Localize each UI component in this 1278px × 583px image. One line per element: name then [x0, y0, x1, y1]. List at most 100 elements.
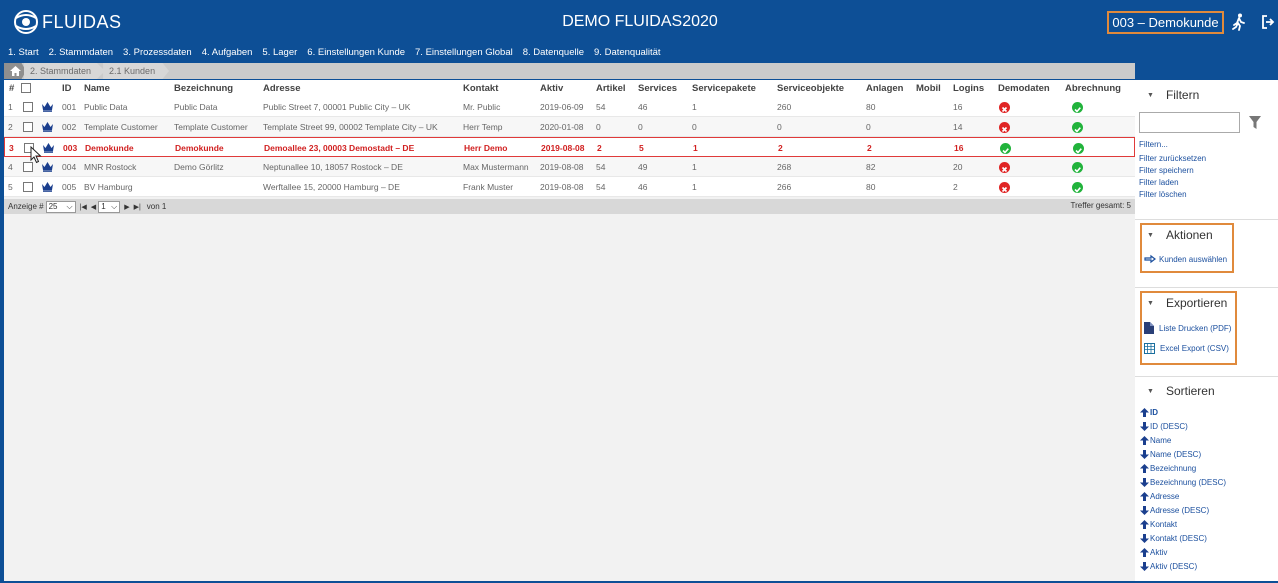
row-checkbox[interactable]: [23, 162, 33, 172]
col-header-serviceobjekte[interactable]: Serviceobjekte: [777, 83, 845, 94]
cell-sp: 0: [692, 122, 697, 132]
chevron-down-icon: ⌵: [111, 201, 118, 211]
col-header-kontakt[interactable]: Kontakt: [463, 83, 499, 94]
sort-panel-toggle[interactable]: ▼ Sortieren: [1147, 384, 1215, 398]
filter-save-link[interactable]: Filter speichern: [1139, 166, 1194, 175]
page-size-select[interactable]: 25 ⌵: [45, 200, 76, 213]
cell-name: BV Hamburg: [84, 182, 133, 192]
col-header-anlagen[interactable]: Anlagen: [866, 83, 904, 94]
col-header-services[interactable]: Services: [638, 83, 678, 94]
select-all-checkbox[interactable]: [21, 83, 31, 93]
cell-adr: Template Street 99, 00002 Template City …: [263, 122, 438, 132]
col-header-abrechnung[interactable]: Abrechnung: [1065, 83, 1121, 94]
table-row[interactable]: 4 004 MNR Rostock Demo Görlitz Neptunallee 1…: [4, 157, 1135, 177]
home-icon[interactable]: [4, 63, 26, 79]
sort-option[interactable]: Kontakt: [1140, 520, 1177, 529]
sort-option[interactable]: Bezeichnung (DESC): [1140, 478, 1226, 487]
col-header-bezeichnung[interactable]: Bezeichnung: [174, 83, 234, 94]
menu-item-datenquelle[interactable]: 8. Datenquelle: [522, 46, 585, 58]
actions-panel-toggle[interactable]: ▼ Aktionen: [1147, 228, 1213, 242]
table-row[interactable]: 3 003 Demokunde Demokunde Demoallee 23, 0000…: [4, 137, 1135, 157]
sort-option-label: ID: [1150, 408, 1158, 417]
col-header-index[interactable]: #: [9, 83, 15, 94]
filter-delete-link[interactable]: Filter löschen: [1139, 190, 1187, 199]
col-header-aktiv[interactable]: Aktiv: [540, 83, 564, 94]
sort-option[interactable]: Adresse: [1140, 492, 1179, 501]
filter-load-link[interactable]: Filter laden: [1139, 178, 1179, 187]
cell-anlagen: 82: [866, 162, 876, 172]
sort-option[interactable]: Aktiv: [1140, 548, 1167, 557]
sort-option[interactable]: ID: [1140, 408, 1158, 417]
row-checkbox[interactable]: [23, 122, 33, 132]
menu-item-aufgaben[interactable]: 4. Aufgaben: [201, 46, 253, 58]
spreadsheet-icon: [1144, 343, 1155, 354]
next-page-icon[interactable]: ▶: [124, 203, 130, 211]
table-row[interactable]: 5 005 BV Hamburg Werftallee 15, 20000 Hambu…: [4, 177, 1135, 197]
menu-item-einstellungen-global[interactable]: 7. Einstellungen Global: [415, 46, 513, 58]
sort-option[interactable]: Aktiv (DESC): [1140, 562, 1197, 571]
sort-option[interactable]: Bezeichnung: [1140, 464, 1196, 473]
sort-option[interactable]: ID (DESC): [1140, 422, 1188, 431]
filter-panel-toggle[interactable]: ▼ Filtern: [1147, 88, 1199, 102]
breadcrumb-item-stammdaten[interactable]: 2. Stammdaten: [24, 63, 106, 79]
sort-option-label: Bezeichnung (DESC): [1150, 478, 1227, 487]
table-row[interactable]: 1 001 Public Data Public Data Public Street …: [4, 97, 1135, 117]
logout-icon[interactable]: [1261, 14, 1275, 30]
page-select[interactable]: 1 ⌵: [98, 200, 121, 213]
row-checkbox[interactable]: [24, 143, 34, 153]
row-index: 4: [8, 162, 13, 172]
menu-item-einstellungen-kunde[interactable]: 6. Einstellungen Kunde: [307, 46, 406, 58]
cell-id: 003: [63, 143, 78, 153]
export-panel-title: Exportieren: [1165, 296, 1228, 310]
page-size-value: 25: [48, 202, 58, 211]
col-header-demodaten[interactable]: Demodaten: [998, 83, 1050, 94]
menu-item-start[interactable]: 1. Start: [8, 46, 39, 58]
filter-link[interactable]: Filtern...: [1139, 140, 1168, 149]
cell-id: 004: [62, 162, 77, 172]
col-header-adresse[interactable]: Adresse: [263, 83, 301, 94]
row-checkbox[interactable]: [23, 182, 33, 192]
filter-funnel-icon[interactable]: [1249, 116, 1261, 129]
row-checkbox[interactable]: [23, 102, 33, 112]
check-circle-icon: [1072, 102, 1083, 113]
crown-icon[interactable]: [41, 121, 54, 132]
table-row[interactable]: 2 002 Template Customer Template Customer Te…: [4, 117, 1135, 137]
col-header-name[interactable]: Name: [84, 83, 110, 94]
crown-icon[interactable]: [41, 161, 54, 172]
col-header-mobil[interactable]: Mobil: [916, 83, 941, 94]
excel-export-action[interactable]: Excel Export (CSV): [1144, 343, 1229, 354]
sort-option[interactable]: Name: [1140, 436, 1171, 445]
divider: [1135, 376, 1278, 377]
col-header-artikel[interactable]: Artikel: [596, 83, 626, 94]
filter-input[interactable]: [1139, 112, 1240, 133]
col-header-servicepakete[interactable]: Servicepakete: [692, 83, 756, 94]
prev-page-icon[interactable]: ◀: [90, 203, 97, 211]
sort-panel-title: Sortieren: [1165, 384, 1215, 398]
menu-item-datenqualitaet[interactable]: 9. Datenqualität: [594, 46, 661, 58]
menu-item-prozessdaten[interactable]: 3. Prozessdaten: [123, 46, 192, 58]
breadcrumb-item-kunden[interactable]: 2.1 Kunden: [103, 63, 170, 79]
collapse-triangle-icon: ▼: [1147, 91, 1154, 99]
first-page-icon[interactable]: |◀: [79, 203, 87, 211]
sort-option[interactable]: Kontakt (DESC): [1140, 534, 1207, 543]
crown-icon[interactable]: [41, 101, 54, 112]
select-customer-action[interactable]: Kunden auswählen: [1144, 254, 1227, 264]
col-header-id[interactable]: ID: [62, 83, 72, 94]
export-panel-toggle[interactable]: ▼ Exportieren: [1147, 296, 1227, 310]
print-pdf-action[interactable]: Liste Drucken (PDF): [1144, 322, 1231, 334]
col-header-logins[interactable]: Logins: [953, 83, 985, 94]
crown-icon[interactable]: [41, 181, 54, 192]
customer-selector[interactable]: 003 – Demokunde: [1107, 11, 1224, 34]
crown-icon[interactable]: [42, 142, 55, 153]
last-page-icon[interactable]: ▶|: [133, 203, 141, 211]
cell-bez: Demo Görlitz: [174, 162, 224, 172]
sort-option[interactable]: Name (DESC): [1140, 450, 1201, 459]
menu-item-lager[interactable]: 5. Lager: [262, 46, 298, 58]
sort-option[interactable]: Adresse (DESC): [1140, 506, 1209, 515]
arrow-up-icon: [1140, 436, 1149, 445]
walking-person-icon[interactable]: [1232, 13, 1246, 31]
menu-item-stammdaten[interactable]: 2. Stammdaten: [48, 46, 114, 58]
sort-option-label: Kontakt (DESC): [1150, 534, 1207, 543]
filter-reset-link[interactable]: Filter zurücksetzen: [1139, 154, 1207, 163]
cell-id: 001: [62, 102, 77, 112]
